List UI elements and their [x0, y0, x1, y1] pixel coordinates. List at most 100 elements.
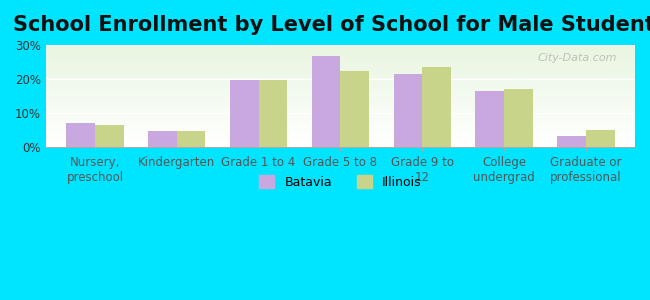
Bar	[46, 53, 635, 54]
Bar	[46, 127, 635, 128]
Bar	[46, 93, 635, 94]
Bar	[46, 90, 635, 91]
Bar	[46, 99, 635, 100]
Bar	[46, 126, 635, 127]
Bar	[46, 92, 635, 93]
Bar	[46, 85, 635, 86]
Bar	[46, 114, 635, 116]
Legend: Batavia, Illinois: Batavia, Illinois	[254, 170, 426, 194]
Bar	[46, 109, 635, 110]
Bar	[46, 80, 635, 81]
Bar	[46, 136, 635, 137]
Bar	[46, 59, 635, 60]
Bar	[148, 131, 177, 147]
Bar	[46, 48, 635, 49]
Bar	[475, 91, 504, 147]
Bar	[46, 60, 635, 61]
Bar	[46, 88, 635, 89]
Bar	[586, 130, 614, 147]
Bar	[46, 82, 635, 83]
Bar	[46, 95, 635, 96]
Bar	[46, 113, 635, 114]
Bar	[46, 135, 635, 136]
Bar	[46, 118, 635, 119]
Bar	[46, 101, 635, 102]
Bar	[46, 140, 635, 141]
Bar	[46, 146, 635, 147]
Bar	[46, 64, 635, 65]
Bar	[46, 106, 635, 107]
Bar	[46, 97, 635, 98]
Bar	[46, 49, 635, 50]
Bar	[46, 102, 635, 103]
Bar	[46, 124, 635, 126]
Bar	[46, 104, 635, 105]
Bar	[46, 74, 635, 76]
Bar	[46, 65, 635, 66]
Bar	[46, 142, 635, 143]
Bar	[557, 136, 586, 147]
Bar	[46, 94, 635, 95]
Bar	[46, 123, 635, 124]
Bar	[46, 78, 635, 79]
Text: City-Data.com: City-Data.com	[538, 53, 618, 63]
Bar	[46, 131, 635, 132]
Bar	[46, 119, 635, 121]
Bar	[46, 134, 635, 135]
Bar	[46, 137, 635, 138]
Bar	[46, 116, 635, 118]
Bar	[46, 45, 635, 46]
Bar	[46, 103, 635, 104]
Bar	[230, 80, 259, 147]
Bar	[504, 88, 533, 147]
Bar	[259, 80, 287, 147]
Bar	[46, 111, 635, 112]
Bar	[46, 144, 635, 145]
Bar	[46, 91, 635, 92]
Bar	[46, 96, 635, 97]
Bar	[46, 61, 635, 62]
Bar	[46, 122, 635, 123]
Bar	[46, 81, 635, 82]
Bar	[46, 105, 635, 106]
Bar	[46, 129, 635, 130]
Bar	[46, 133, 635, 134]
Bar	[46, 108, 635, 109]
Bar	[46, 73, 635, 74]
Bar	[46, 139, 635, 140]
Bar	[46, 98, 635, 99]
Bar	[46, 52, 635, 53]
Bar	[46, 55, 635, 56]
Bar	[46, 132, 635, 133]
Bar	[46, 62, 635, 63]
Bar	[46, 121, 635, 122]
Bar	[312, 56, 341, 147]
Bar	[46, 70, 635, 71]
Bar	[46, 79, 635, 80]
Bar	[66, 123, 95, 147]
Bar	[46, 128, 635, 129]
Bar	[46, 110, 635, 111]
Bar	[46, 86, 635, 87]
Bar	[46, 47, 635, 48]
Bar	[95, 124, 124, 147]
Bar	[177, 131, 205, 147]
Bar	[46, 141, 635, 142]
Bar	[46, 57, 635, 58]
Bar	[46, 83, 635, 84]
Bar	[46, 130, 635, 131]
Bar	[46, 89, 635, 90]
Bar	[46, 46, 635, 47]
Bar	[46, 63, 635, 64]
Bar	[46, 58, 635, 59]
Bar	[46, 71, 635, 73]
Bar	[46, 68, 635, 69]
Bar	[46, 56, 635, 57]
Bar	[46, 145, 635, 146]
Title: School Enrollment by Level of School for Male Students: School Enrollment by Level of School for…	[13, 15, 650, 35]
Bar	[46, 143, 635, 144]
Bar	[46, 54, 635, 55]
Bar	[46, 69, 635, 70]
Bar	[46, 87, 635, 88]
Bar	[46, 107, 635, 108]
